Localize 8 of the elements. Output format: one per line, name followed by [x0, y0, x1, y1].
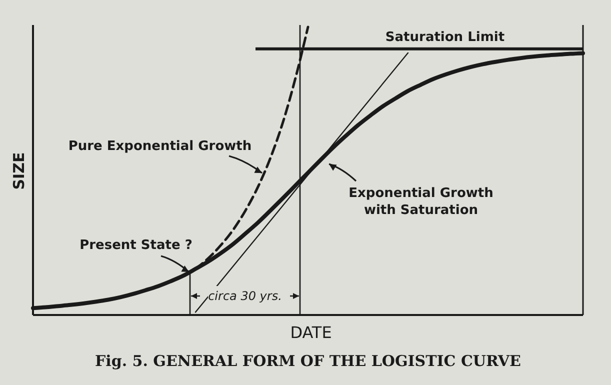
text: Fig. 5. GENERAL FORM OF THE LOGISTIC CURVE [95, 352, 521, 370]
series-label: Pure Exponential Growth [68, 139, 252, 154]
x-axis-title: DATE [290, 323, 332, 342]
ref-line-label: Saturation Limit [385, 30, 505, 45]
annotation: Present State ? [80, 238, 192, 253]
legend-label: Exponential Growth with Saturation [348, 186, 494, 218]
y-axis-title: SIZE [10, 152, 28, 190]
annotation: circa 30 yrs. [208, 289, 282, 303]
